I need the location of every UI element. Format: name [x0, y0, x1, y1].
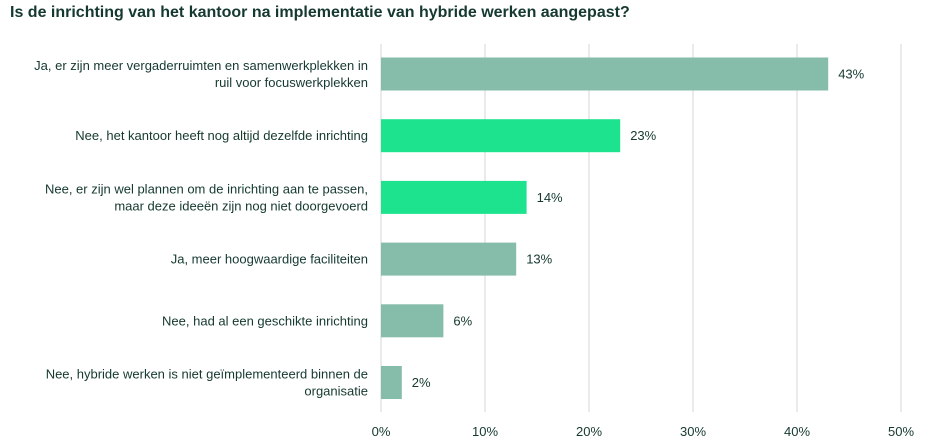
- x-axis-ticks: 0% 10% 20% 30% 40% 50%: [372, 424, 915, 439]
- x-tick-label: 20%: [576, 424, 602, 439]
- bar: [381, 304, 444, 338]
- bar: [381, 180, 527, 214]
- category-labels: Ja, er zijn meer vergaderruimten en same…: [34, 58, 368, 399]
- x-tick-label: 30%: [680, 424, 706, 439]
- bar: [381, 366, 402, 399]
- value-label: 23%: [630, 128, 656, 143]
- category-label: Nee, het kantoor heeft nog altijd dezelf…: [75, 128, 368, 143]
- chart-title: Is de inrichting van het kantoor na impl…: [10, 4, 630, 21]
- x-tick-label: 40%: [784, 424, 810, 439]
- x-tick-label: 50%: [888, 424, 914, 439]
- value-label: 6%: [453, 313, 472, 328]
- x-tick-label: 10%: [472, 424, 498, 439]
- category-label: Ja, er zijn meer vergaderruimten en same…: [34, 58, 368, 90]
- bar: [381, 57, 829, 91]
- category-label: Nee, hybride werken is niet geïmplemente…: [46, 367, 368, 399]
- value-label: 13%: [526, 252, 552, 267]
- bars: [381, 57, 829, 399]
- value-label: 14%: [537, 190, 563, 205]
- gridlines: [380, 44, 902, 412]
- category-label: Ja, meer hoogwaardige faciliteiten: [171, 252, 368, 267]
- category-label: Nee, er zijn wel plannen om de inrichtin…: [45, 181, 368, 213]
- value-labels: 43% 23% 14% 13% 6% 2%: [412, 67, 865, 391]
- category-label: Nee, had al een geschikte inrichting: [162, 313, 368, 328]
- bar: [381, 242, 517, 276]
- bar: [381, 119, 621, 153]
- value-label: 43%: [838, 67, 864, 82]
- x-tick-label: 0%: [372, 424, 391, 439]
- value-label: 2%: [412, 375, 431, 390]
